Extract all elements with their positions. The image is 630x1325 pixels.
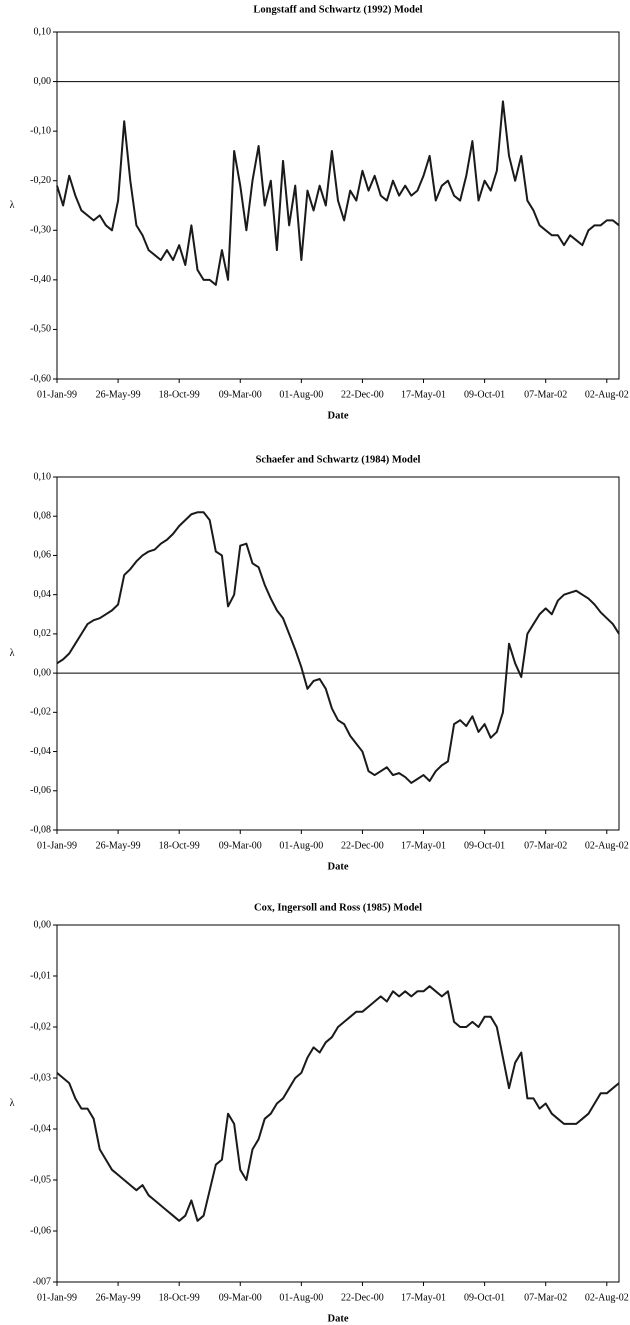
y-axis-label: λ xyxy=(10,1098,15,1109)
x-axis-label: Date xyxy=(328,410,349,421)
x-tick-label: 01-Aug-00 xyxy=(279,389,323,400)
x-tick-label: 02-Aug-02 xyxy=(585,1292,629,1303)
x-axis-label: Date xyxy=(328,861,349,872)
chart-title: Schaefer and Schwartz (1984) Model xyxy=(256,454,421,465)
y-tick-label: 0,00 xyxy=(34,919,52,930)
y-tick-label: -0,06 xyxy=(30,785,51,796)
y-tick-label: -0,30 xyxy=(30,225,51,236)
y-tick-label: -0,03 xyxy=(30,1072,51,1083)
y-tick-label: -0,04 xyxy=(30,746,51,757)
chart-title: Longstaff and Schwartz (1992) Model xyxy=(253,4,422,15)
data-line xyxy=(56,100,620,286)
x-tick-label: 26-May-99 xyxy=(96,1292,141,1303)
x-tick-label: 01-Aug-00 xyxy=(279,1292,323,1303)
y-tick-label: 0,00 xyxy=(34,76,52,87)
x-tick-label: 22-Dec-00 xyxy=(341,389,384,400)
y-tick-label: -0,40 xyxy=(30,274,51,285)
plot-frame xyxy=(56,924,620,1283)
data-line xyxy=(56,985,620,1222)
y-tick-label: -0,02 xyxy=(30,707,51,718)
y-tick-label: 0,00 xyxy=(34,667,52,678)
x-tick-label: 26-May-99 xyxy=(96,389,141,400)
x-tick-label: 01-Jan-99 xyxy=(37,840,77,851)
y-tick-label: -0,60 xyxy=(30,373,51,384)
x-tick-label: 01-Aug-00 xyxy=(279,840,323,851)
x-tick-label: 09-Mar-00 xyxy=(219,1292,262,1303)
y-tick-label: -007 xyxy=(33,1276,51,1287)
y-tick-label: 0,08 xyxy=(34,511,52,522)
x-tick-label: 01-Jan-99 xyxy=(37,1292,77,1303)
y-tick-label: 0,06 xyxy=(34,550,52,561)
y-tick-label: 0,04 xyxy=(34,589,52,600)
y-tick-label: -0,04 xyxy=(30,1123,51,1134)
x-tick-label: 09-Mar-00 xyxy=(219,389,262,400)
x-tick-label: 26-May-99 xyxy=(96,840,141,851)
x-tick-label: 09-Oct-01 xyxy=(464,1292,505,1303)
x-tick-label: 02-Aug-02 xyxy=(585,389,629,400)
x-tick-label: 09-Oct-01 xyxy=(464,840,505,851)
x-tick-label: 01-Jan-99 xyxy=(37,389,77,400)
x-tick-label: 09-Oct-01 xyxy=(464,389,505,400)
y-tick-label: -0,06 xyxy=(30,1225,51,1236)
x-tick-label: 22-Dec-00 xyxy=(341,840,384,851)
y-tick-label: -0,08 xyxy=(30,824,51,835)
x-tick-label: 02-Aug-02 xyxy=(585,840,629,851)
y-tick-label: -0,10 xyxy=(30,125,51,136)
x-tick-label: 18-Oct-99 xyxy=(159,840,200,851)
y-tick-label: 0,02 xyxy=(34,628,52,639)
y-tick-label: 0,10 xyxy=(34,471,52,482)
y-axis-label: λ xyxy=(10,200,15,211)
y-tick-label: -0,50 xyxy=(30,324,51,335)
x-tick-label: 22-Dec-00 xyxy=(341,1292,384,1303)
y-axis-label: λ xyxy=(10,648,15,659)
plot-frame xyxy=(56,476,620,831)
chart-title: Cox, Ingersoll and Ross (1985) Model xyxy=(254,902,422,913)
x-tick-label: 07-Mar-02 xyxy=(524,389,567,400)
plot-frame xyxy=(56,31,620,380)
y-tick-label: -0,20 xyxy=(30,175,51,186)
x-tick-label: 09-Mar-00 xyxy=(219,840,262,851)
y-tick-label: -0,01 xyxy=(30,970,51,981)
y-tick-label: -0,05 xyxy=(30,1174,51,1185)
y-tick-label: -0,02 xyxy=(30,1021,51,1032)
x-axis-label: Date xyxy=(328,1313,349,1324)
x-tick-label: 07-Mar-02 xyxy=(524,840,567,851)
x-tick-label: 17-May-01 xyxy=(401,1292,446,1303)
data-line xyxy=(56,511,620,784)
x-tick-label: 18-Oct-99 xyxy=(159,1292,200,1303)
x-tick-label: 07-Mar-02 xyxy=(524,1292,567,1303)
x-tick-label: 17-May-01 xyxy=(401,389,446,400)
y-tick-label: 0,10 xyxy=(34,26,52,37)
x-tick-label: 17-May-01 xyxy=(401,840,446,851)
x-tick-label: 18-Oct-99 xyxy=(159,389,200,400)
